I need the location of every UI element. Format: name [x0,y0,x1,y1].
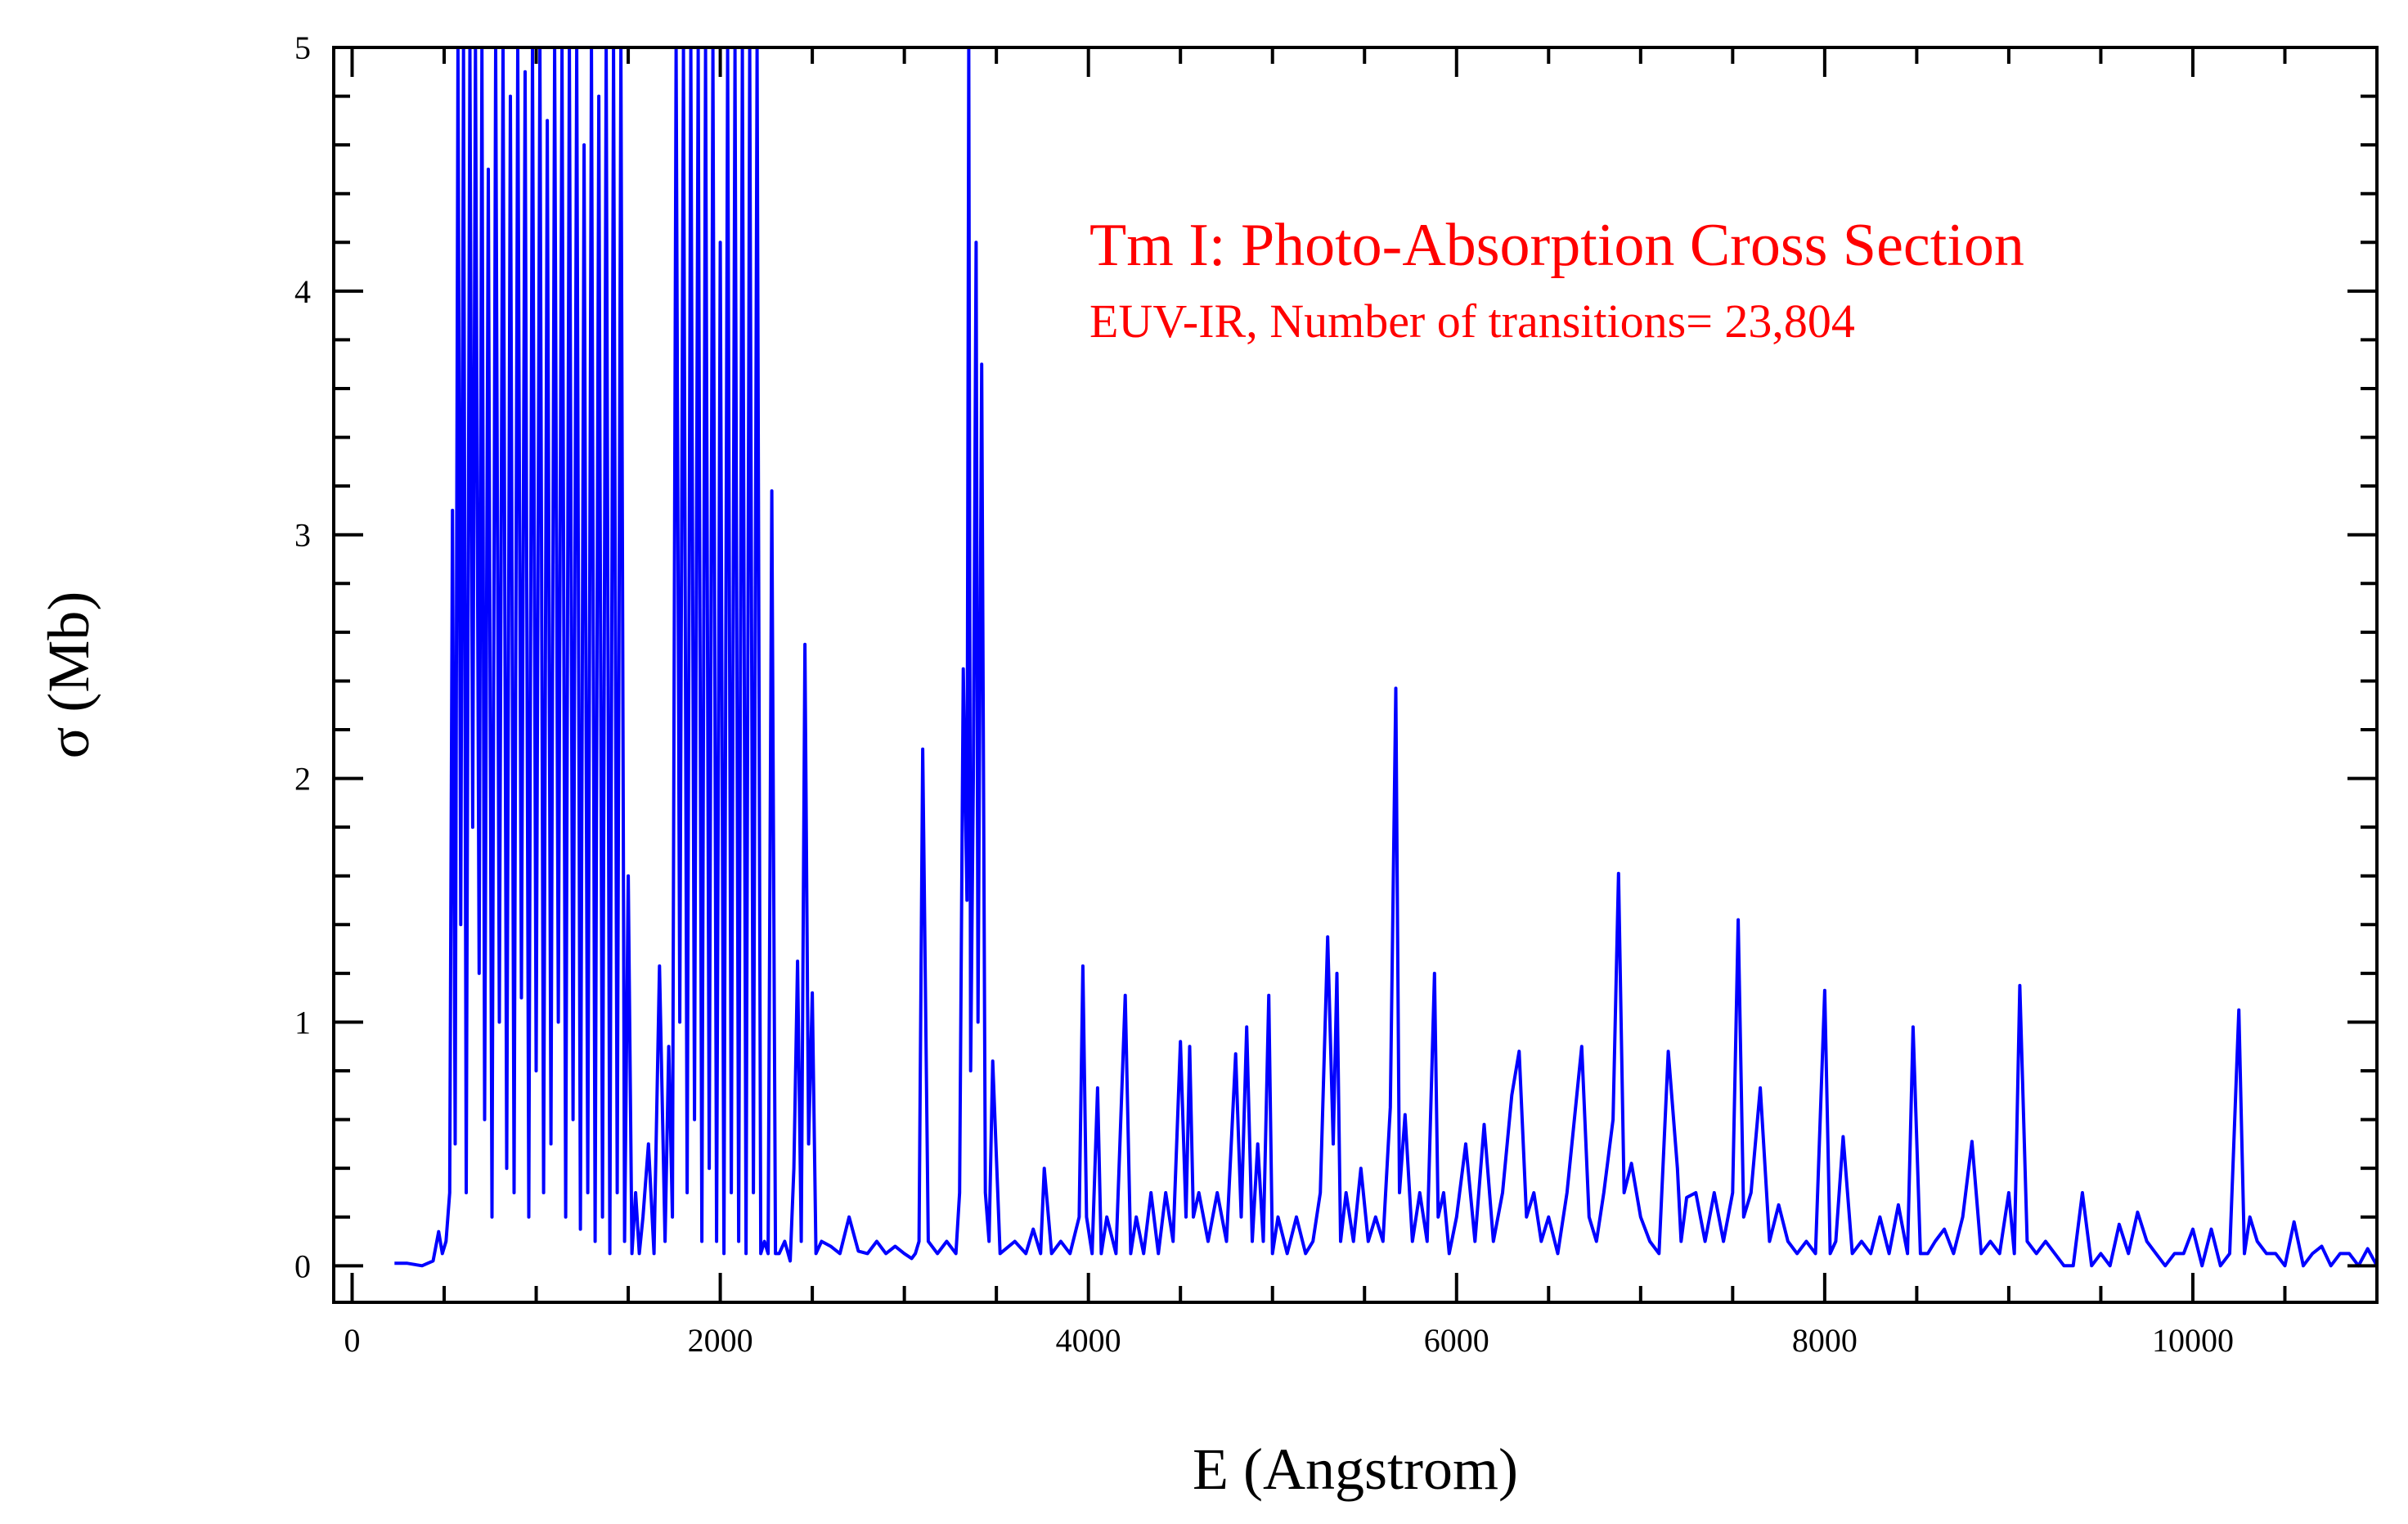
y-tick-label: 1 [294,1004,311,1041]
x-tick-label: 0 [344,1322,361,1359]
x-axis-title: E (Angstrom) [1193,1436,1518,1502]
x-tick-label: 6000 [1424,1322,1489,1359]
y-axis-ticks [334,46,2377,1268]
y-tick-label: 3 [294,517,311,554]
y-tick-label: 0 [294,1248,311,1284]
y-tick-label: 2 [294,761,311,798]
y-tick-label: 5 [294,29,311,66]
y-tick-label: 4 [294,273,311,310]
x-tick-label: 2000 [688,1322,753,1359]
annotation-title: Tm I: Photo-Absorption Cross Section [1089,212,2024,279]
y-axis-title: σ (Mb) [36,591,101,759]
y-axis-tick-labels: 0 1 2 3 4 5 [294,29,311,1284]
x-axis-ticks [350,47,2379,1302]
annotation-subtitle: EUV-IR, Number of transitions= 23,804 [1089,294,1855,348]
series-layer [394,46,2379,1268]
x-tick-label: 4000 [1056,1322,1121,1359]
x-axis-tick-labels: 0 2000 4000 6000 8000 10000 [344,1322,2234,1359]
series-line-0 [394,46,2379,1268]
x-tick-label: 8000 [1792,1322,1858,1359]
x-tick-label: 10000 [2152,1322,2234,1359]
plot-frame [332,46,2379,1304]
